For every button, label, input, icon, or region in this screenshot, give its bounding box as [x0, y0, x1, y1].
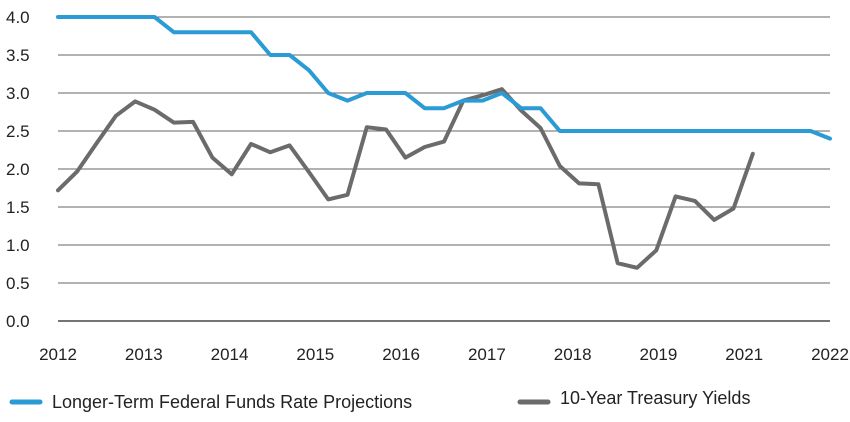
series-line-fed-funds	[56, 15, 832, 141]
y-tick-label: 1.5	[6, 198, 30, 217]
x-tick-label: 2013	[125, 345, 163, 364]
x-tick-label: 2012	[39, 345, 77, 364]
legend-label-fed-funds: Longer-Term Federal Funds Rate Projectio…	[52, 392, 412, 412]
legend-label-treasury: 10-Year Treasury Yields	[560, 388, 750, 408]
x-tick-label: 2021	[725, 345, 763, 364]
x-tick-label: 2016	[382, 345, 420, 364]
series-line-treasury	[56, 87, 755, 270]
x-tick-label: 2019	[640, 345, 678, 364]
x-tick-label: 2022	[811, 345, 849, 364]
y-tick-label: 2.5	[6, 122, 30, 141]
y-axis-ticks: 0.0 0.5 1.0 1.5 2.0 2.5 3.0 3.5 4.0	[6, 8, 30, 331]
x-tick-label: 2017	[468, 345, 506, 364]
grid-lines	[58, 16, 830, 322]
y-tick-label: 3.0	[6, 84, 30, 103]
y-tick-label: 4.0	[6, 8, 30, 27]
x-tick-label: 2015	[296, 345, 334, 364]
y-tick-label: 1.0	[6, 236, 30, 255]
x-tick-label: 2018	[554, 345, 592, 364]
x-axis-ticks: 2012 2013 2014 2015 2016 2017 2018 2019 2021 2022	[39, 345, 849, 364]
series-lines	[56, 15, 832, 270]
y-tick-label: 0.0	[6, 312, 30, 331]
legend: Longer-Term Federal Funds Rate Projectio…	[9, 388, 750, 412]
y-tick-label: 2.0	[6, 160, 30, 179]
y-tick-label: 0.5	[6, 274, 30, 293]
x-tick-label: 2014	[211, 345, 249, 364]
y-tick-label: 3.5	[6, 46, 30, 65]
